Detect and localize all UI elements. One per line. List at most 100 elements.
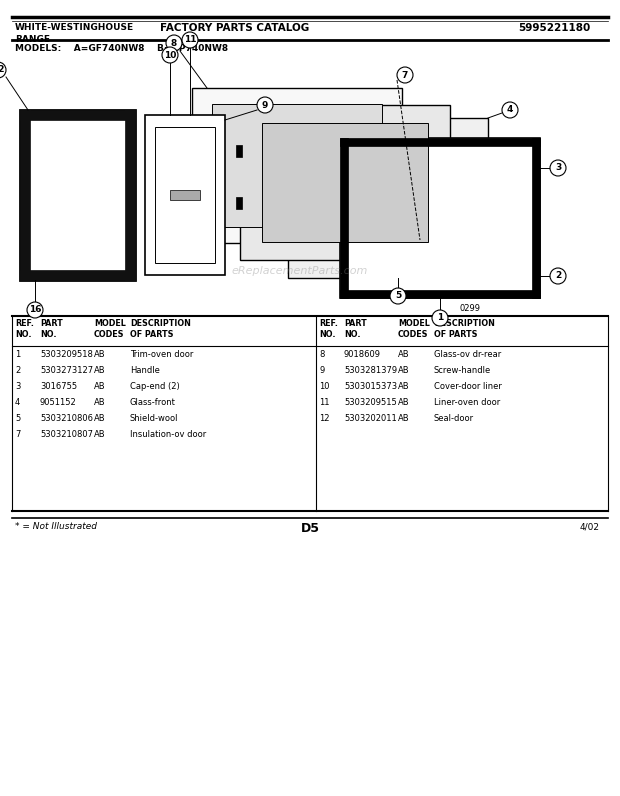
Bar [145,115,225,275]
Bar [192,88,402,243]
Text: Glass-front: Glass-front [130,398,176,407]
Text: 10: 10 [319,382,329,391]
Circle shape [162,47,178,63]
Text: 5303210806: 5303210806 [40,414,93,423]
Text: 9: 9 [262,100,268,110]
Text: 5303202011: 5303202011 [344,414,397,423]
Text: 8: 8 [171,38,177,48]
Circle shape [432,310,448,326]
Text: 5: 5 [395,291,401,301]
Text: * = Not Illustrated: * = Not Illustrated [15,522,97,531]
Bar [20,110,30,280]
Text: 11: 11 [319,398,329,407]
Text: PART
NO.: PART NO. [40,319,63,339]
Text: AB: AB [94,430,105,439]
Bar [262,123,428,242]
Text: eReplacementParts.com: eReplacementParts.com [232,266,368,276]
Text: 10: 10 [164,50,176,60]
Text: Glass-ov dr-rear: Glass-ov dr-rear [434,350,501,359]
Bar [340,138,348,298]
Bar [212,104,382,227]
Text: 16: 16 [29,306,42,314]
Text: 2: 2 [15,366,20,375]
Text: 1: 1 [437,314,443,322]
Bar [125,110,135,280]
Text: 5: 5 [15,414,20,423]
Text: AB: AB [398,414,410,423]
Circle shape [502,102,518,118]
Text: AB: AB [398,366,410,375]
Text: AB: AB [94,382,105,391]
Text: 9018609: 9018609 [344,350,381,359]
Text: 3: 3 [555,163,561,173]
Text: MODELS:    A=GF740NW8    B=GP740NW8: MODELS: A=GF740NW8 B=GP740NW8 [15,44,228,53]
Text: REF.
NO.: REF. NO. [319,319,338,339]
Text: DESCRIPTION
OF PARTS: DESCRIPTION OF PARTS [130,319,191,339]
Circle shape [27,302,43,318]
Text: AB: AB [94,366,105,375]
Text: 4: 4 [15,398,20,407]
Circle shape [166,35,182,51]
Text: 7: 7 [15,430,20,439]
Bar [240,105,450,260]
Text: 12: 12 [0,65,4,75]
Text: AB: AB [398,382,410,391]
Text: 9: 9 [319,366,324,375]
Bar [340,290,540,298]
Text: 7: 7 [402,71,408,80]
Text: 1: 1 [15,350,20,359]
Text: 5303273127: 5303273127 [40,366,93,375]
Text: 3: 3 [15,382,20,391]
Text: Seal-door: Seal-door [434,414,474,423]
Text: D5: D5 [301,522,319,535]
Text: 5303281379: 5303281379 [344,366,397,375]
Text: AB: AB [94,350,105,359]
Text: AB: AB [94,398,105,407]
Text: FACTORY PARTS CATALOG: FACTORY PARTS CATALOG [161,23,309,33]
Text: 2: 2 [555,271,561,280]
Text: 4: 4 [507,106,513,115]
Text: 8: 8 [319,350,324,359]
Circle shape [397,67,413,83]
Text: 3016755: 3016755 [40,382,77,391]
Text: DESCRIPTION
OF PARTS: DESCRIPTION OF PARTS [434,319,495,339]
Circle shape [0,62,6,78]
Bar [155,127,215,263]
Text: 5303210807: 5303210807 [40,430,93,439]
Bar [236,197,242,209]
Bar [20,110,135,280]
Bar [236,145,242,157]
Text: AB: AB [398,398,410,407]
Circle shape [257,97,273,113]
Text: 4/02: 4/02 [580,522,600,531]
Text: WHITE-WESTINGHOUSE
RANGE: WHITE-WESTINGHOUSE RANGE [15,23,134,45]
Text: 9051152: 9051152 [40,398,77,407]
Text: Insulation-ov door: Insulation-ov door [130,430,206,439]
Text: MODEL
CODES: MODEL CODES [398,319,430,339]
Text: Handle: Handle [130,366,160,375]
Text: Trim-oven door: Trim-oven door [130,350,193,359]
Circle shape [550,160,566,176]
Bar [20,110,135,120]
Text: 5303209518: 5303209518 [40,350,93,359]
Text: 5303209515: 5303209515 [344,398,397,407]
Text: Cap-end (2): Cap-end (2) [130,382,180,391]
Circle shape [390,288,406,304]
Text: 12: 12 [319,414,329,423]
Text: 5995221180: 5995221180 [518,23,590,33]
Bar [20,270,135,280]
Circle shape [182,32,198,48]
Text: Cover-door liner: Cover-door liner [434,382,502,391]
Bar [340,138,540,146]
Text: REF.
NO.: REF. NO. [15,319,34,339]
Text: 5303015373: 5303015373 [344,382,397,391]
Bar [340,138,540,298]
Text: Liner-oven door: Liner-oven door [434,398,500,407]
Text: AB: AB [398,350,410,359]
Bar [532,138,540,298]
Text: Shield-wool: Shield-wool [130,414,179,423]
Text: Screw-handle: Screw-handle [434,366,491,375]
Text: 0299: 0299 [460,304,481,313]
Text: 11: 11 [184,36,197,45]
Bar [170,190,200,200]
